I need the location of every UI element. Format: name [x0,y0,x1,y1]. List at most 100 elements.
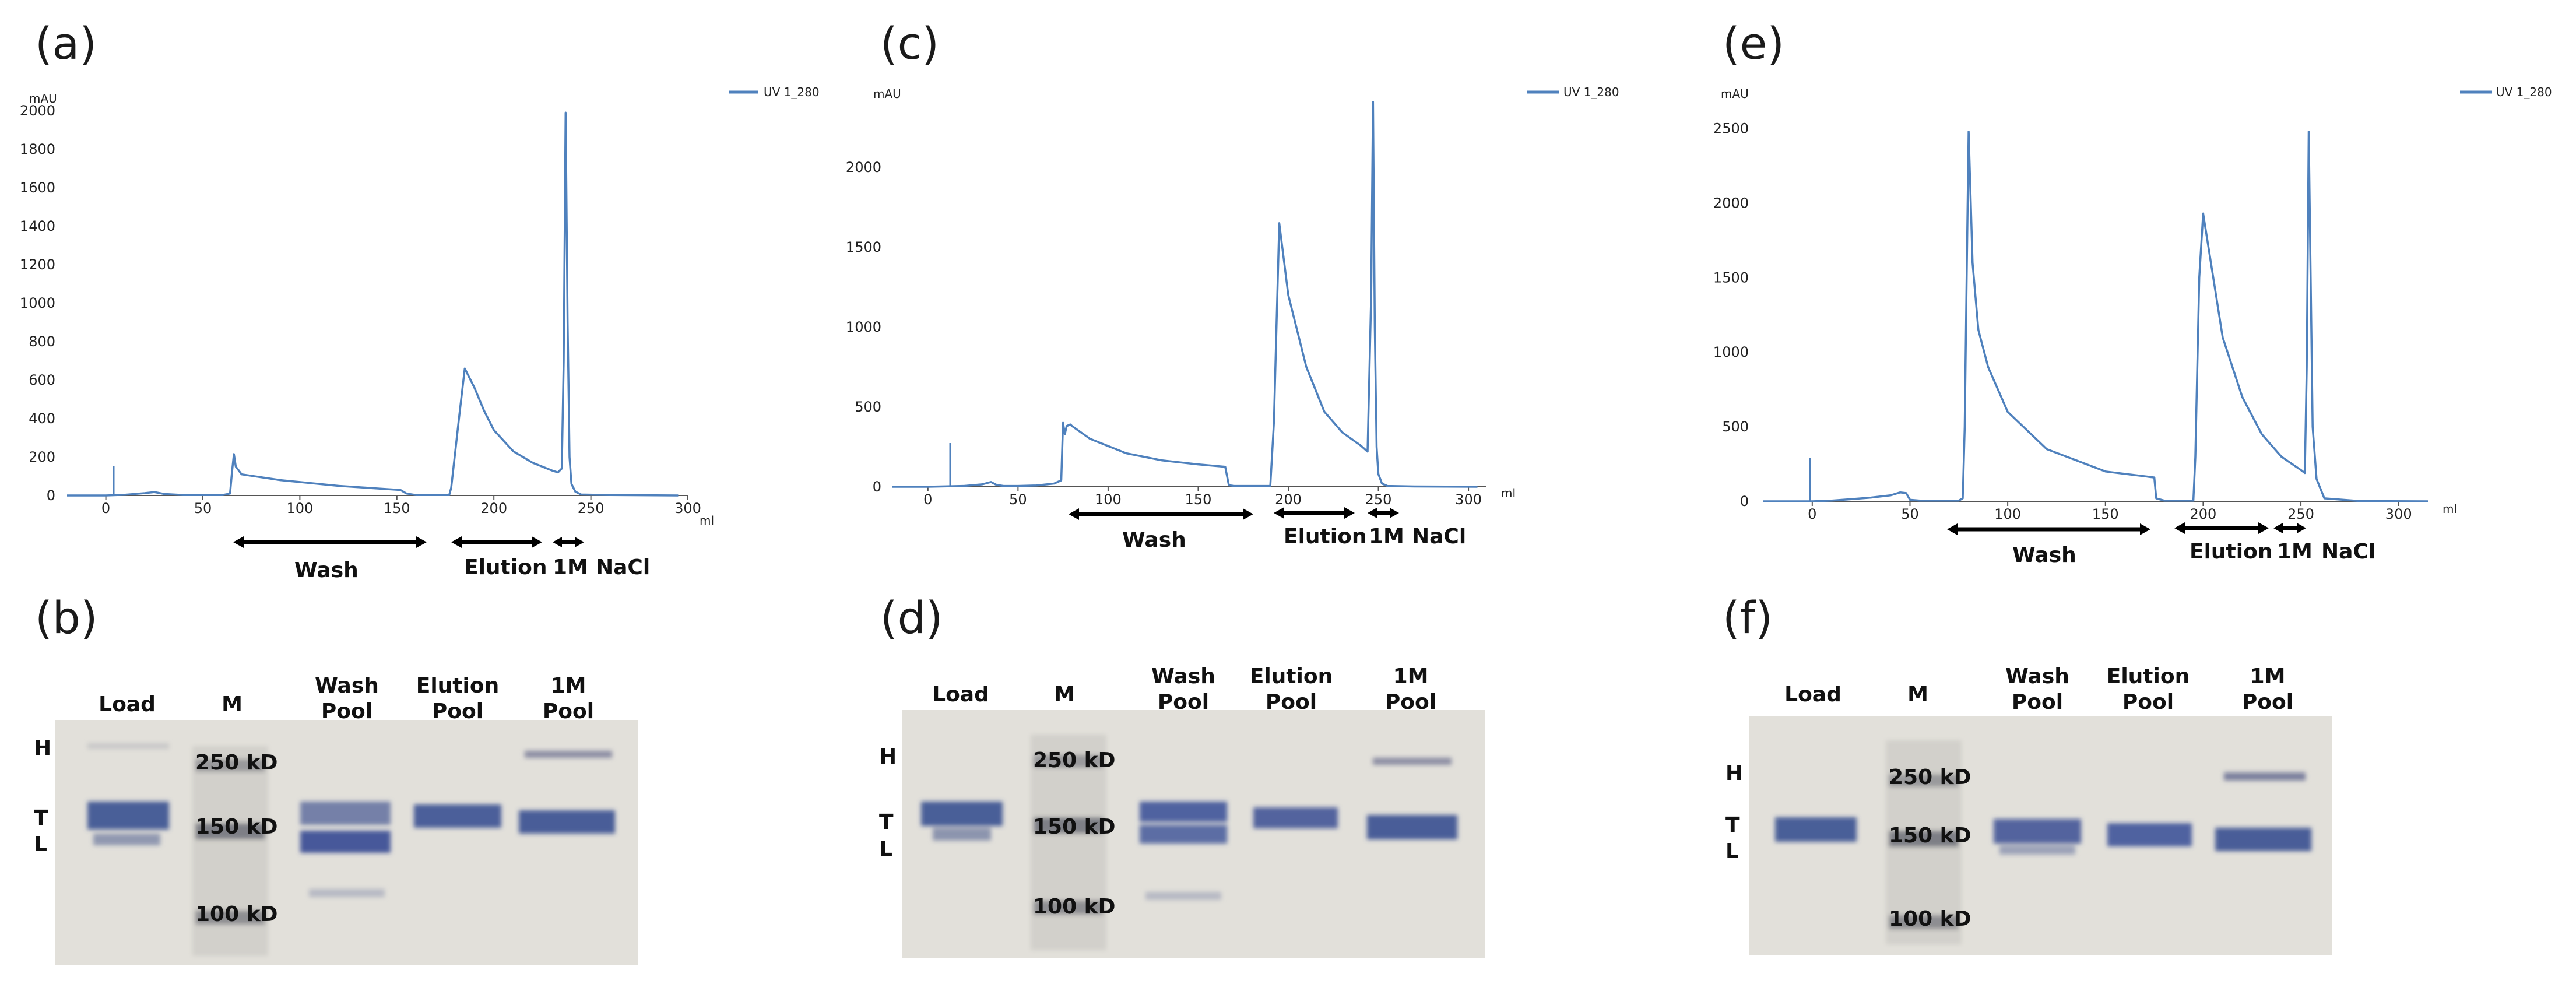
panel-label-d: (d) [880,592,943,644]
y-tick-label: 2000 [846,159,881,175]
elution-arrow [1274,507,1355,519]
y-tick-label: 1400 [20,218,55,234]
x-tick-label: 250 [578,500,605,516]
elution-label: Elution [1284,525,1366,549]
gel-d: Load M Wash Pool Elution Pool 1M Pool 25… [879,665,1485,958]
wash-label: Wash [294,558,359,582]
lane-label-elution: Elution [416,674,499,698]
marker-150kd: 150 kD [1033,815,1116,839]
x-tick-label: 100 [1095,491,1122,508]
x-tick-label: 200 [1275,491,1302,508]
nacl-label-nacl: NaCl [1412,525,1466,549]
nacl-label-1m: 1M [2277,540,2313,564]
nacl-label-nacl: NaCl [2321,540,2375,564]
y-tick-label: 500 [855,399,881,415]
x-tick-label: 50 [1901,506,1919,522]
panel-label-b: (b) [35,592,98,644]
y-unit-label: mAU [29,92,57,106]
elution-label: Elution [2190,540,2272,564]
y-tick-label: 600 [29,372,55,388]
uv-trace [67,111,679,497]
y-tick-label: 2500 [1713,121,1749,137]
marker-150kd: 150 kD [1889,824,1971,848]
side-label-h: H [879,745,897,769]
nacl-label-1m: 1M [1369,525,1404,549]
side-label-t: T [34,806,48,830]
wash-arrow [1947,523,2150,535]
x-tick-label: 250 [1365,491,1392,508]
y-tick-label: 800 [29,333,55,350]
x-tick-label: 300 [2385,506,2412,522]
x-tick-label: 0 [923,491,932,508]
lane-label-1m-pool: Pool [543,700,594,723]
chromatogram-e: 0 50 100 150 200 250 300 05001000150020002500 … [1713,85,2552,567]
uv-trace [892,100,1478,488]
panel-label-a: (a) [35,17,97,69]
nacl-label-1m: 1M [553,556,588,579]
legend-label: UV 1_280 [2496,85,2552,99]
lane-label-wash-pool: Pool [321,700,372,723]
wash-arrow [1069,508,1253,520]
y-tick-label: 1600 [20,180,55,196]
panel-label-e: (e) [1723,17,1785,69]
x-unit-label: ml [2443,502,2457,516]
x-unit-label: ml [1501,486,1516,500]
marker-100kd: 100 kD [195,902,278,926]
marker-150kd: 150 kD [195,815,278,839]
lane-label-wash: Wash [315,674,379,698]
lane-label-load: Load [932,683,989,707]
side-label-t: T [879,810,894,834]
y-tick-label: 1000 [846,319,881,335]
wash-label: Wash [2012,543,2076,567]
y-tick-label: 1000 [20,295,55,311]
y-tick-label: 0 [1740,493,1749,509]
x-tick-label: 300 [674,500,701,516]
y-tick-label: 400 [29,410,55,427]
marker-250kd: 250 kD [1033,748,1116,772]
lane-label-wash: Wash [2005,665,2069,688]
wash-arrow [233,536,427,548]
lane-label-marker: M [1907,683,1928,707]
side-label-h: H [1725,761,1743,785]
elution-label: Elution [464,556,547,579]
x-tick-label: 150 [384,500,410,516]
x-tick-label: 100 [286,500,313,516]
y-tick-label: 2000 [20,103,55,119]
x-tick-label: 0 [1808,506,1816,522]
panel-label-f: (f) [1723,592,1773,644]
lane-label-1m: 1M [551,674,586,698]
lane-label-marker: M [222,693,243,716]
marker-100kd: 100 kD [1033,895,1116,919]
y-unit-label: mAU [873,87,901,101]
lane-label-elution-pool: Pool [432,700,483,723]
y-tick-label: 1500 [846,239,881,255]
lane-label-1m: 1M [1393,665,1429,688]
side-label-h: H [34,736,51,760]
panel-label-c: (c) [880,17,940,69]
y-tick-label: 1800 [20,141,55,157]
y-tick-label: 1500 [1713,269,1749,286]
nacl-arrow [2273,523,2306,533]
y-tick-label: 0 [47,487,55,504]
lane-label-marker: M [1054,683,1075,707]
x-tick-label: 150 [1185,491,1212,508]
gel-bands [1775,740,2311,944]
x-tick-label: 50 [1009,491,1027,508]
lane-label-1m-pool: Pool [2242,690,2293,714]
marker-100kd: 100 kD [1889,907,1971,931]
lane-label-elution-pool: Pool [2122,690,2174,714]
lane-label-elution: Elution [2107,665,2190,688]
legend-label: UV 1_280 [1563,85,1619,99]
legend-label: UV 1_280 [764,85,820,99]
gel-f: Load M Wash Pool Elution Pool 1M Pool 25… [1725,665,2332,955]
y-tick-label: 200 [29,449,55,465]
lane-label-wash: Wash [1151,665,1215,688]
marker-250kd: 250 kD [195,751,278,775]
lane-label-1m: 1M [2250,665,2286,688]
lane-label-load: Load [99,693,156,716]
x-tick-label: 250 [2287,506,2314,522]
side-label-l: L [34,832,47,856]
side-label-l: L [879,837,892,861]
lane-label-wash-pool: Pool [2012,690,2063,714]
